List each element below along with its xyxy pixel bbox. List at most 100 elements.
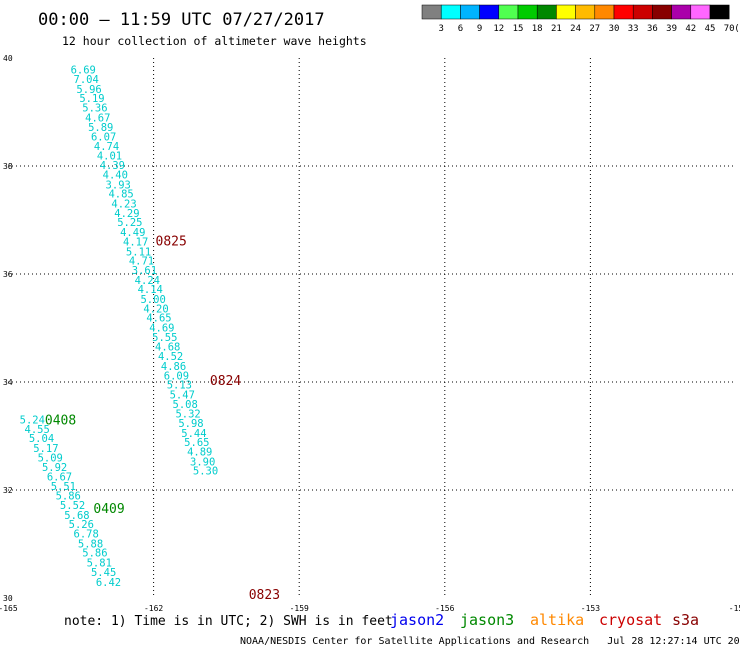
scale-swatch	[709, 4, 730, 20]
wave-height-point: 4.14	[138, 284, 163, 296]
scale-label: 15	[513, 24, 524, 34]
wave-height-point: 4.40	[103, 170, 128, 182]
scale-swatch	[479, 4, 500, 20]
tick-labels: -165 -162 -159 -156 -153 -15 30 32 34 36 38 40	[0, 54, 740, 613]
wave-height-point: 6.09	[164, 371, 189, 383]
wave-height-point: 5.25	[117, 217, 142, 229]
scale-swatch	[460, 4, 480, 20]
wave-height-point: 4.29	[114, 208, 139, 220]
note-text: note: 1) Time is in UTC; 2) SWH is in fe…	[64, 614, 393, 629]
scale-label: 30	[609, 24, 620, 34]
wave-height-point: 5.30	[193, 466, 218, 478]
scale-swatch	[498, 4, 519, 20]
scale-unit: (ft)	[734, 24, 740, 34]
wave-height-point: 4.24	[135, 275, 160, 287]
time-label: 0824	[210, 374, 241, 389]
y-tick-label: 34	[3, 378, 13, 387]
x-tick-label: -153	[581, 604, 600, 613]
x-tick-label: -156	[435, 604, 454, 613]
wave-height-point: 5.81	[87, 557, 112, 569]
scale-swatch	[556, 4, 576, 20]
y-tick-label: 40	[3, 54, 13, 63]
title-group: 00:00 – 11:59 UTC 07/27/2017 12 hour col…	[38, 10, 367, 48]
wave-height-point: 5.89	[88, 122, 113, 134]
wave-height-point: 5.17	[33, 443, 58, 455]
wave-height-point: 5.32	[175, 408, 200, 420]
scale-swatch	[536, 4, 557, 20]
wave-height-point: 4.20	[143, 304, 168, 316]
scale-label: 36	[647, 24, 658, 34]
wave-height-point: 4.67	[85, 112, 110, 124]
bottom-area: note: 1) Time is in UTC; 2) SWH is in fe…	[64, 611, 740, 647]
legend-entry: s3a	[672, 611, 699, 629]
scale-label: 42	[685, 24, 696, 34]
time-label: 0408	[45, 413, 76, 428]
wave-height-point: 5.13	[167, 380, 192, 392]
wave-height-point: 5.51	[51, 481, 76, 493]
wave-height-point: 5.86	[56, 490, 81, 502]
time-label: 0823	[249, 588, 280, 603]
wave-height-point: 5.00	[140, 294, 165, 306]
wave-height-point: 5.26	[69, 519, 94, 531]
scale-label: 21	[551, 24, 562, 34]
scale-swatch	[652, 4, 672, 20]
y-tick-label: 36	[3, 270, 13, 279]
wave-height-point: 5.98	[178, 418, 203, 430]
wave-height-point: 5.19	[79, 93, 104, 105]
grid-lines	[8, 58, 736, 598]
wave-height-point: 4.01	[97, 151, 122, 163]
time-labels: 0408 0409 0825 0824 0823	[45, 235, 280, 604]
scale-label: 18	[532, 24, 543, 34]
scale-label: 6	[458, 24, 463, 34]
wave-height-point: 5.11	[126, 246, 151, 258]
x-tick-label: -165	[0, 604, 18, 613]
y-tick-label: 38	[3, 162, 13, 171]
scale-swatch	[517, 4, 538, 20]
wave-height-point: 5.44	[181, 428, 206, 440]
wave-height-point: 4.52	[158, 351, 183, 363]
scale-label: 12	[493, 24, 504, 34]
scale-swatch	[594, 4, 615, 20]
chart-title: 00:00 – 11:59 UTC 07/27/2017	[38, 10, 325, 30]
wave-height-point: 3.61	[132, 265, 157, 277]
scale-swatch	[690, 4, 711, 20]
wave-height-point: 5.96	[76, 84, 101, 96]
scale-label: 3	[438, 24, 443, 34]
scale-swatch	[613, 4, 634, 20]
wave-height-point: 4.71	[129, 256, 154, 268]
wave-height-point: 4.17	[123, 237, 148, 249]
x-tick-label: -15	[729, 604, 740, 613]
scale-swatch	[671, 4, 692, 20]
wave-height-point: 5.24	[20, 414, 45, 426]
scale-swatch	[632, 4, 653, 20]
plot-area: -165 -162 -159 -156 -153 -15 30 32 34 36 38 40 5.24…	[0, 54, 740, 613]
wave-height-point: 6.07	[91, 131, 116, 143]
chart-subtitle: 12 hour collection of altimeter wave hei…	[62, 34, 367, 48]
scale-label: 24	[570, 24, 581, 34]
wave-height-point: 5.45	[91, 567, 116, 579]
wave-height-point: 4.85	[108, 189, 133, 201]
legend-entry: cryosat	[599, 611, 662, 629]
wave-height-point: 5.47	[170, 389, 195, 401]
wave-height-point: 6.78	[74, 529, 99, 541]
scale-label: 33	[628, 24, 639, 34]
wave-height-point: 5.09	[38, 453, 63, 465]
wave-height-point: 3.90	[190, 456, 215, 468]
scale-label: 45	[705, 24, 716, 34]
wave-height-point: 5.52	[60, 500, 85, 512]
wave-height-point: 5.88	[78, 538, 103, 550]
wave-height-point: 4.65	[146, 313, 171, 325]
scale-swatch	[575, 4, 596, 20]
wave-height-point: 5.08	[173, 399, 198, 411]
wave-height-point: 4.55	[25, 424, 50, 436]
wave-height-point: 5.65	[184, 437, 209, 449]
legend: jason2 jason3 altika cryosat s3a	[390, 611, 699, 629]
wave-height-point: 6.69	[71, 64, 96, 76]
wave-height-point: 7.04	[74, 74, 99, 86]
data-points: 5.244.555.045.175.095.926.675.515.865.52…	[20, 64, 219, 588]
wave-height-point: 5.04	[29, 433, 54, 445]
wave-height-point: 3.93	[106, 179, 131, 191]
scale-label: 27	[589, 24, 600, 34]
wave-height-point: 4.69	[149, 322, 174, 334]
